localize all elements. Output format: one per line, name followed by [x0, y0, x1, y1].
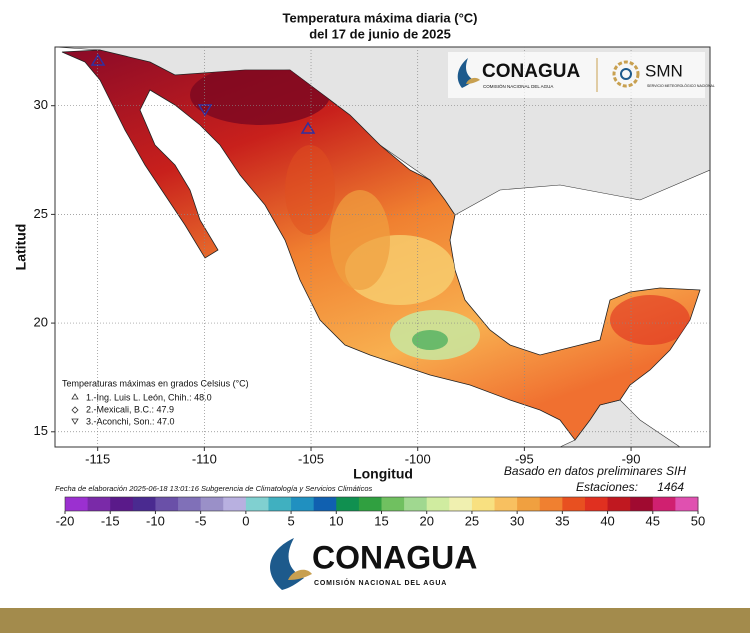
colorbar-tick-label: -15: [101, 513, 120, 528]
colorbar-tick-label: 40: [600, 513, 614, 528]
colorbar-tick-label: 15: [374, 513, 388, 528]
legend-entry: 2.-Mexicali, B.C.: 47.9: [86, 404, 174, 414]
logo-sub: COMISIÓN NACIONAL DEL AGUA: [483, 83, 553, 89]
colorbar-segment: [336, 497, 360, 511]
x-tick-label: -95: [515, 451, 534, 466]
colorbar-segment: [223, 497, 247, 511]
subtitle: del 17 de junio de 2025: [309, 26, 451, 41]
colorbar-segment: [200, 497, 224, 511]
legend-title: Temperaturas máximas en grados Celsius (…: [62, 378, 249, 388]
logo-name: CONAGUA: [312, 539, 477, 575]
footer-note: Fecha de elaboración 2025-06-18 13:01:16…: [55, 484, 373, 493]
plot-frame: [54, 46, 711, 448]
colorbar-tick-label: -20: [56, 513, 75, 528]
map: [55, 47, 710, 447]
colorbar-segment: [291, 497, 315, 511]
y-tick-label: 20: [34, 315, 48, 330]
colorbar-segment: [584, 497, 609, 511]
colorbar-segment: [494, 497, 518, 511]
colorbar-tick-label: 45: [646, 513, 660, 528]
source-note: Basado en datos preliminares SIH: [504, 464, 686, 478]
colorbar-segment: [404, 497, 428, 511]
colorbar-segment: [426, 497, 450, 511]
colorbar-tick-label: 30: [510, 513, 524, 528]
colorbar-segment: [87, 497, 111, 511]
logo-top: CONAGUA COMISIÓN NACIONAL DEL AGUA SMN S…: [448, 52, 715, 98]
logo-name: CONAGUA: [482, 61, 580, 82]
smn-name: SMN: [645, 61, 683, 80]
legend: Temperaturas máximas en grados Celsius (…: [62, 378, 249, 426]
colorbar-tick-label: -10: [146, 513, 165, 528]
legend-entry: 3.-Aconchi, Son.: 47.0: [86, 416, 175, 426]
colorbar-segment: [358, 497, 382, 511]
colorbar-segment: [652, 497, 676, 511]
stations-count: 1464: [657, 480, 684, 494]
colorbar-tick-label: -5: [195, 513, 207, 528]
colorbar-tick-label: 5: [287, 513, 294, 528]
colorbar: -20 -15 -10 -5 0 5 10 15 20 25 30 35 40 45 50: [56, 496, 705, 528]
temperature-field: [190, 65, 690, 360]
y-tick-label: 30: [34, 97, 48, 112]
colorbar-segment: [178, 497, 202, 511]
colorbar-segment: [313, 497, 337, 511]
x-tick-label: -115: [85, 451, 110, 466]
x-tick-label: -110: [192, 451, 217, 466]
colorbar-segment: [155, 497, 179, 511]
colorbar-segment: [268, 497, 292, 511]
stations-label: Estaciones:: [576, 480, 638, 494]
colorbar-segment: [562, 497, 586, 511]
colorbar-segment: [132, 497, 156, 511]
y-tick-label: 25: [34, 206, 48, 221]
colorbar-tick-label: 10: [329, 513, 343, 528]
logo-sub: COMISIÓN NACIONAL DEL AGUA: [314, 578, 447, 587]
colorbar-segment: [607, 497, 631, 511]
x-tick-label: -100: [405, 451, 431, 466]
colorbar-tick-label: 50: [691, 513, 705, 528]
colorbar-segment: [675, 497, 699, 511]
colorbar-tick-label: 20: [419, 513, 433, 528]
title: Temperatura máxima diaria (°C): [283, 10, 478, 25]
colorbar-segment: [517, 497, 541, 511]
colorbar-segment: [471, 497, 496, 511]
colorbar-segment: [630, 497, 654, 511]
colorbar-tick-label: 0: [242, 513, 249, 528]
logo-bottom: CONAGUA COMISIÓN NACIONAL DEL AGUA: [270, 538, 477, 590]
bottom-band: [0, 608, 750, 633]
colorbar-segment: [381, 497, 405, 511]
colorbar-tick-label: 35: [555, 513, 569, 528]
x-axis-label: Longitud: [353, 466, 413, 482]
axes: -115 -110 -105 -100 -95 -90 15 20 25 30: [34, 47, 710, 466]
colorbar-tick-label: 25: [465, 513, 479, 528]
y-axis-label: Latitud: [13, 224, 29, 271]
colorbar-segment: [65, 497, 89, 511]
smn-sub: SERVICIO METEOROLÓGICO NACIONAL: [647, 83, 715, 88]
colorbar-segment: [245, 497, 269, 511]
colorbar-segment: [449, 497, 473, 511]
colorbar-segment: [539, 497, 563, 511]
colorbar-segment: [110, 497, 134, 511]
x-tick-label: -105: [298, 451, 324, 466]
x-tick-label: -90: [622, 451, 641, 466]
y-tick-label: 15: [34, 423, 48, 438]
legend-entry: 1.-Ing. Luis L. León, Chih.: 48.0: [86, 392, 212, 402]
